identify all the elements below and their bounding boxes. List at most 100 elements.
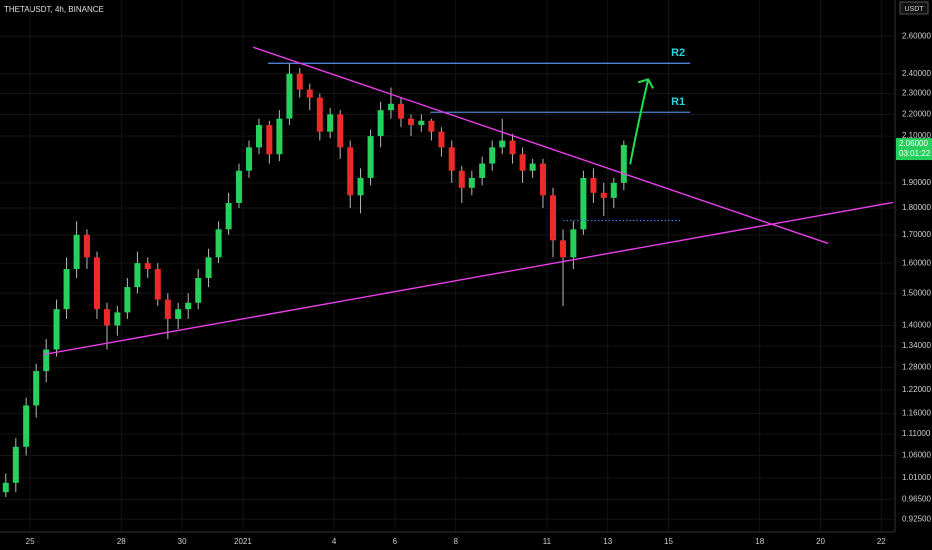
candle-body [195,277,202,303]
currency: USDT [904,6,924,13]
candle-body [124,287,131,313]
candle-body [357,177,364,196]
last-price: 2.06000 [899,139,928,148]
level-label: R2 [671,47,685,59]
candle-body [590,177,597,193]
y-tick-label: 1.11000 [902,429,931,438]
x-tick-label: 2021 [234,537,252,546]
candle-body [408,118,415,126]
candle-body [93,257,100,310]
candle-body [397,103,404,119]
candle-body [286,73,293,119]
candle-body [448,147,455,171]
candle-body [63,269,70,310]
x-tick-label: 22 [877,537,886,546]
candle-body [225,202,232,230]
x-tick-label: 11 [543,537,552,546]
y-tick-label: 1.60000 [902,258,931,267]
candle-body [479,163,486,178]
x-tick-label: 25 [26,537,35,546]
candle-body [104,309,111,326]
y-tick-label: 1.90000 [902,178,931,187]
candle-body [489,147,496,164]
y-tick-label: 1.28000 [902,363,931,372]
x-tick-label: 13 [603,537,612,546]
candle-body [468,177,475,188]
y-tick-label: 2.30000 [902,89,931,98]
candle-body [33,371,40,406]
candle-body [580,177,587,230]
x-tick-label: 4 [332,537,337,546]
level-label: R1 [671,96,685,108]
y-tick-label: 1.06000 [902,451,931,460]
candle-body [215,229,222,258]
candle-body [164,299,171,319]
candle-body [509,140,516,155]
y-tick-label: 1.40000 [902,321,931,330]
chart-title: THETAUSDT, 4h, BINANCE [4,5,104,14]
candle-body [620,145,627,183]
y-tick-label: 1.50000 [902,288,931,297]
y-tick-label: 1.16000 [902,409,931,418]
candle-body [205,257,212,278]
arrow-head [637,78,655,89]
y-tick-label: 0.92500 [902,514,931,523]
y-tick-label: 0.96500 [902,495,931,504]
x-tick-label: 28 [117,537,126,546]
candle-body [245,147,252,171]
candle-body [12,446,19,483]
y-tick-label: 1.22000 [902,385,931,394]
candle-body [529,163,536,171]
y-tick-label: 1.70000 [902,230,931,239]
candle-body [2,482,9,493]
candle-body [327,114,334,132]
x-tick-label: 8 [453,537,458,546]
y-tick-label: 2.40000 [902,69,931,78]
candle-body [43,349,50,372]
candle-body [367,136,374,178]
candle-body [235,170,242,203]
y-tick-label: 1.01000 [902,473,931,482]
candle-body [519,154,526,171]
y-tick-label: 1.80000 [902,203,931,212]
candle-body [570,229,577,258]
candle-body [276,118,283,155]
y-tick-label: 2.20000 [902,109,931,118]
candle-body [377,110,384,137]
candle-body [418,120,425,126]
x-tick-label: 30 [178,537,187,546]
candle-body [154,269,161,300]
y-tick-label: 2.10000 [902,131,931,140]
candle-body [266,125,273,155]
y-tick-label: 1.34000 [902,341,931,350]
candle-body [73,234,80,270]
last-price-box [896,138,932,161]
candle-body [610,182,617,198]
candle-body [600,192,607,198]
trend-line [253,46,829,245]
candle-body [560,240,567,258]
candle-body [296,73,303,90]
x-tick-label: 6 [393,537,398,546]
candle-body [306,89,313,98]
candle-body [438,131,445,148]
candle-body [144,263,151,270]
currency-box [899,1,929,15]
candle-body [458,170,465,188]
candle-body [316,97,323,132]
candle-body [499,140,506,148]
candle-body [114,312,121,326]
candle-body [53,309,60,350]
candle-body [347,147,354,196]
x-tick-label: 20 [816,537,825,546]
candle-body [256,125,263,148]
x-tick-label: 15 [664,537,673,546]
candle-body [549,195,557,241]
candle-body [83,234,90,258]
arrow [629,79,650,165]
candle-body [337,114,344,148]
candle-body [23,405,30,447]
candle-body [175,309,182,319]
x-tick-label: 18 [755,537,764,546]
